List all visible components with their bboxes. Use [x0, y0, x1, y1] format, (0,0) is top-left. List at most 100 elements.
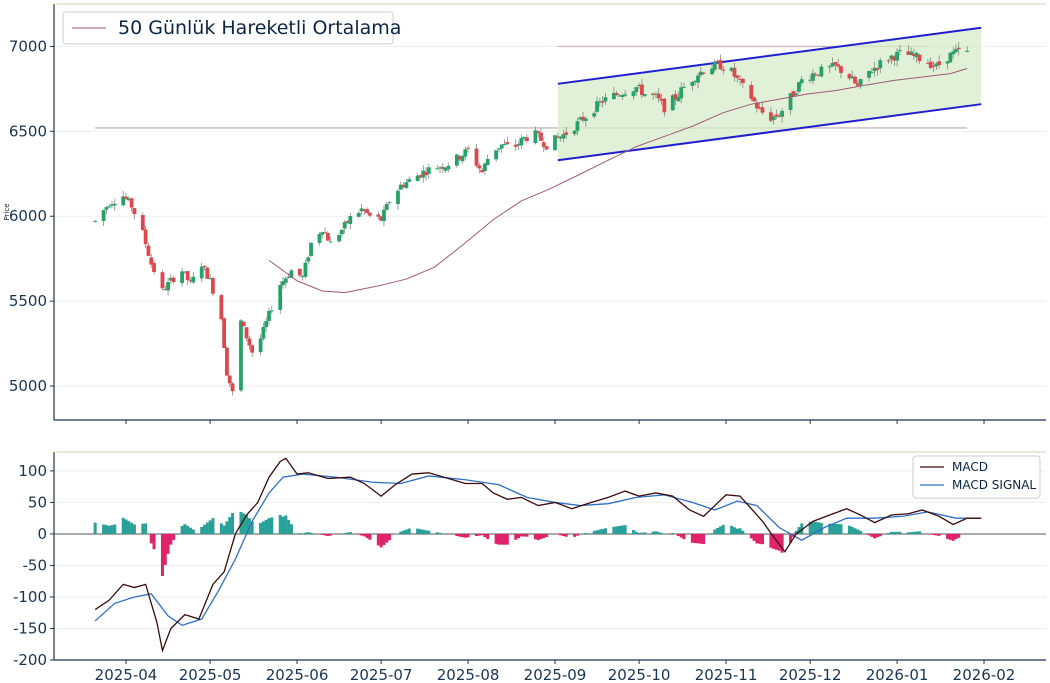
candle-up: [909, 51, 913, 56]
price-panel: 5000 5500 6000 6500 7000 Price 50 Günlük Har…: [3, 3, 1046, 424]
histogram-bar-positive: [144, 523, 148, 534]
candle-up: [191, 276, 196, 283]
macd-x-tick-label: 2025-12: [779, 666, 842, 683]
candle-down: [379, 216, 384, 221]
histogram-bar-positive: [738, 528, 742, 534]
candle-down: [928, 61, 933, 68]
histogram-bar-positive: [102, 524, 106, 534]
histogram-bar-positive: [850, 527, 854, 534]
candle-down: [813, 74, 818, 76]
histogram-bar-positive: [245, 515, 249, 534]
macd-axes: [53, 451, 1046, 661]
histogram-bar-negative: [937, 533, 941, 536]
histogram-bar-positive: [407, 528, 411, 534]
candle-up: [443, 167, 448, 171]
macd-y-tick-label: 0: [37, 525, 47, 543]
histogram-bar-negative: [878, 533, 882, 537]
histogram-bar-positive: [127, 521, 131, 534]
histogram-bar-positive: [113, 524, 117, 534]
candle-up: [483, 163, 487, 172]
candle-up: [620, 95, 625, 97]
histogram-bar-negative: [525, 533, 529, 537]
candle-up: [679, 87, 684, 99]
candle-down: [513, 144, 518, 147]
histogram-bar-negative: [500, 533, 504, 545]
candle-down: [297, 268, 302, 276]
histogram-bar-positive: [889, 531, 893, 534]
histogram-bar-positive: [191, 529, 195, 534]
candle-up: [872, 67, 877, 72]
price-y-ticks: 5000 5500 6000 6500 7000: [9, 37, 54, 395]
macd-x-tick-label: 2026-01: [866, 666, 929, 683]
histogram-bar-negative: [368, 533, 372, 540]
candle-up: [951, 51, 956, 55]
candle-down: [541, 142, 546, 147]
histogram-bar-positive: [601, 528, 605, 534]
candle-down: [129, 198, 134, 208]
histogram-bar-positive: [104, 525, 108, 534]
price-moving-average: [268, 68, 968, 294]
candle-down: [474, 148, 479, 166]
candle-up: [522, 136, 527, 139]
candle-up: [895, 51, 899, 61]
candle-down: [656, 93, 661, 99]
histogram-bar-positive: [267, 518, 271, 534]
candle-up: [502, 143, 507, 145]
candle-up: [819, 66, 824, 77]
macd-signal-line: [94, 473, 982, 627]
histogram-bar-positive: [800, 523, 804, 534]
histogram-bar-positive: [421, 529, 425, 534]
macd-y-ticks: -200 -150 -100 -50 0 50 100: [13, 462, 54, 669]
candle-up: [945, 61, 950, 64]
candle-up: [317, 234, 322, 243]
histogram-bar-positive: [828, 523, 832, 534]
histogram-bar-positive: [270, 517, 274, 534]
histogram-bar-positive: [833, 523, 837, 534]
candle-up: [337, 235, 341, 242]
candle-up: [320, 232, 325, 235]
candle-up: [328, 241, 333, 243]
histogram-bar-positive: [859, 530, 863, 534]
candle-up: [199, 266, 204, 279]
price-y-tick-label: 5500: [9, 292, 47, 310]
histogram-bar-negative: [149, 533, 153, 544]
moving-average-line: [268, 68, 968, 294]
histogram-bar-positive: [146, 533, 150, 534]
candle-up: [426, 167, 431, 174]
histogram-bar-positive: [259, 522, 263, 534]
histogram-bar-positive: [183, 524, 187, 534]
histogram-bar-positive: [595, 530, 599, 534]
candle-up: [597, 101, 602, 103]
candle-up: [166, 282, 170, 291]
candle-down: [912, 53, 916, 56]
candle-up: [415, 175, 420, 182]
candle-up: [463, 149, 468, 157]
candle-up: [878, 60, 883, 69]
histogram-bar-negative: [789, 533, 793, 543]
candle-up: [797, 82, 801, 92]
histogram-bar-positive: [438, 532, 442, 534]
candle-up: [269, 310, 274, 312]
candle-down: [247, 338, 252, 346]
histogram-bar-positive: [228, 517, 232, 534]
candle-down: [735, 75, 740, 78]
candle-up: [533, 130, 538, 144]
histogram-bar-negative: [533, 533, 537, 540]
histogram-bar-negative: [172, 533, 176, 540]
histogram-bar-positive: [399, 531, 403, 534]
candle-down: [777, 115, 782, 117]
histogram-bar-positive: [402, 530, 406, 534]
candle-up: [914, 52, 919, 58]
histogram-bar-positive: [298, 533, 302, 534]
candle-up: [558, 136, 563, 139]
macd-x-ticks: 2025-04 2025-05 2025-06 2025-07 2025-08 2025-…: [95, 660, 1015, 683]
candle-up: [516, 144, 521, 146]
candle-down: [323, 232, 327, 234]
candle-up: [850, 76, 855, 79]
histogram-bar-negative: [946, 533, 950, 539]
candle-down: [600, 101, 605, 103]
candle-down: [555, 136, 560, 138]
histogram-bar-positive: [853, 528, 857, 534]
histogram-bar-negative: [376, 533, 380, 546]
candle-down: [149, 257, 154, 265]
